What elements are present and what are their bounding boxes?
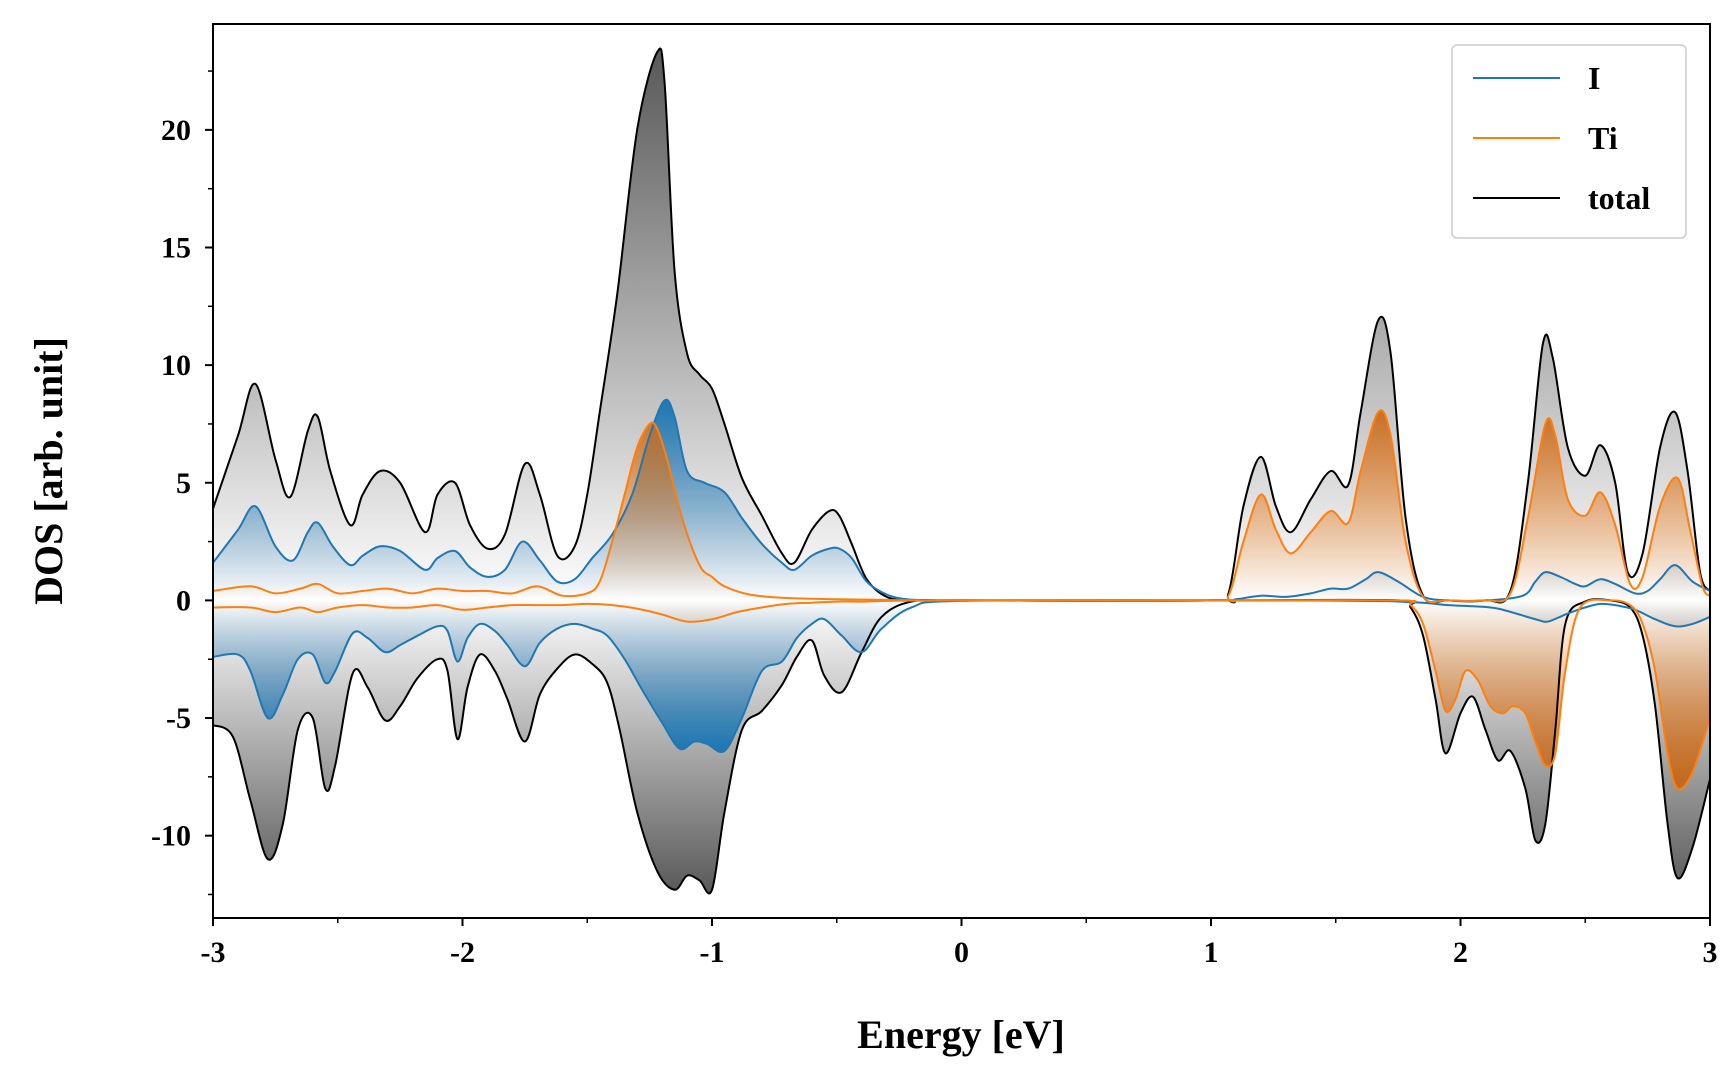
legend-label-ti: Ti: [1588, 120, 1618, 156]
legend-item-ti: Ti: [1473, 120, 1618, 156]
x-axis-label: Energy [eV]: [857, 1012, 1065, 1057]
legend: I Ti total: [1451, 44, 1687, 239]
ti-down-line: [213, 598, 1710, 791]
legend-label-total: total: [1588, 180, 1650, 216]
ti-down-fill: [213, 599, 1710, 790]
legend-item-i: I: [1473, 60, 1600, 96]
y-tick-label: 15: [161, 232, 191, 265]
y-axis-label: DOS [arb. unit]: [26, 337, 71, 605]
x-tick-label: 0: [954, 936, 969, 969]
y-tick-label: 5: [176, 467, 191, 500]
y-tick-label: 20: [161, 114, 191, 147]
y-tick-label: 0: [176, 584, 191, 617]
y-tick-label: 10: [161, 349, 191, 382]
legend-box: [1451, 44, 1687, 239]
x-tick-label: 3: [1703, 936, 1718, 969]
i-down-line: [213, 599, 1710, 753]
y-tick-label: -5: [166, 702, 191, 735]
ti-up-fill: [213, 410, 1710, 603]
plot-area: [213, 47, 1710, 895]
x-tick-label: 1: [1204, 936, 1219, 969]
x-tick-label: -1: [700, 936, 725, 969]
total-down-line: [213, 598, 1710, 895]
i-up-line: [213, 398, 1710, 602]
x-tick-label: -2: [450, 936, 475, 969]
x-tick-label: 2: [1453, 936, 1468, 969]
legend-item-total: total: [1473, 180, 1650, 216]
y-tick-label: -10: [151, 820, 191, 853]
legend-label-i: I: [1588, 60, 1600, 96]
total-up-line: [213, 47, 1710, 605]
x-tick-label: -3: [201, 936, 226, 969]
